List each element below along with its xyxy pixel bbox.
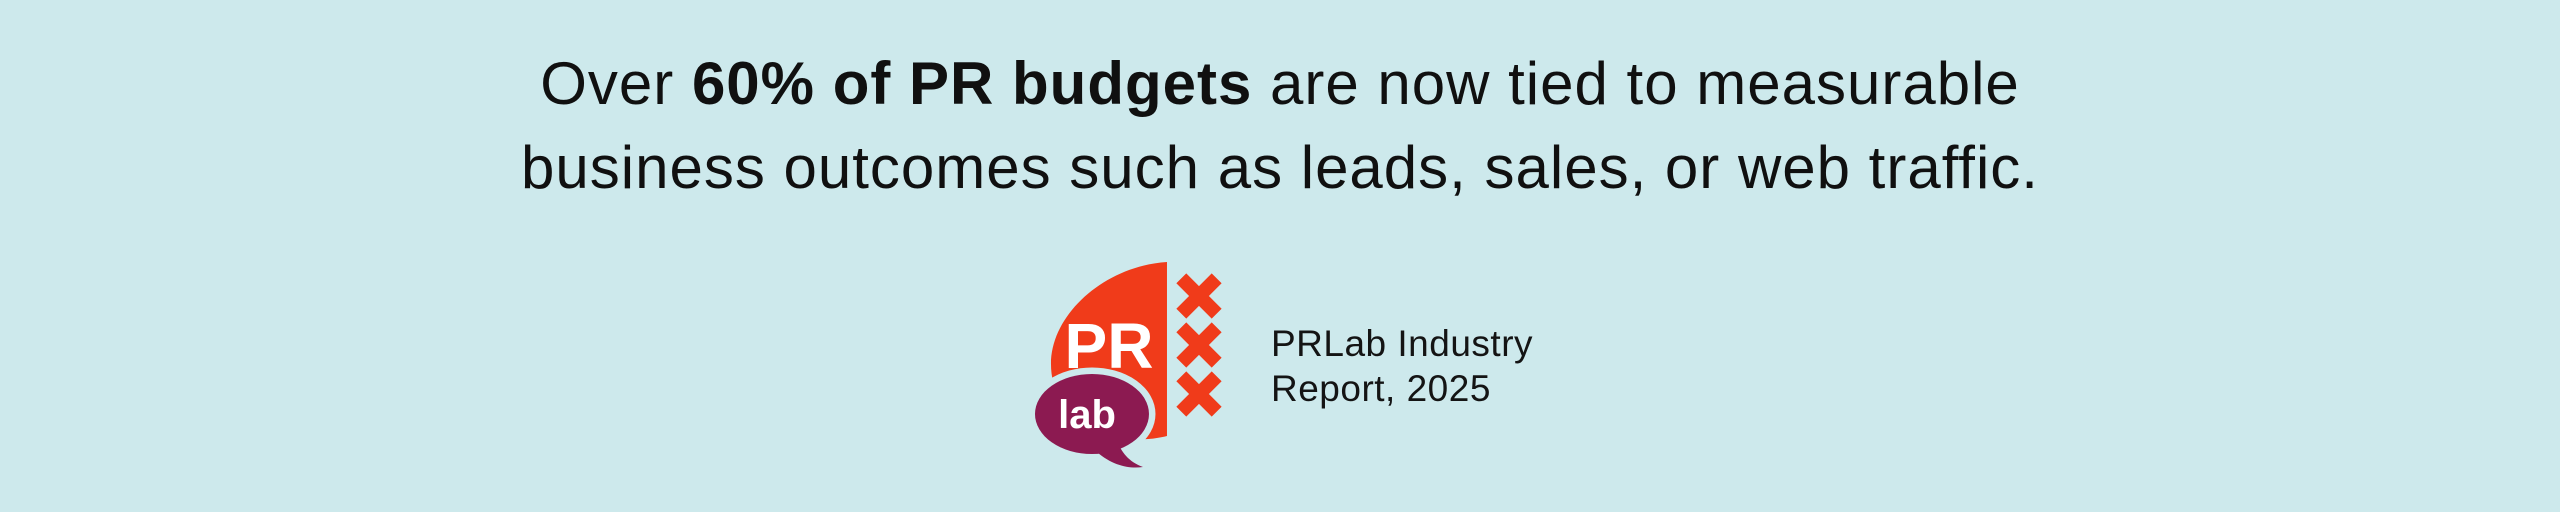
amsterdam-xxx-icon — [1163, 260, 1229, 430]
logo-lab-text: lab — [1058, 393, 1116, 437]
source-line-2: Report, 2025 — [1270, 367, 1491, 409]
lab-bubble: lab — [1028, 367, 1156, 475]
source-line-1: PRLab Industry — [1270, 322, 1534, 364]
headline-stat: 60% of PR budgets — [691, 50, 1253, 117]
headline: Over 60% of PR budgets are now tied to m… — [0, 42, 2560, 210]
logo-attribution: PR lab PRLab Industry Report, 2025 — [1027, 254, 1533, 477]
report-source: PRLab Industry Report, 2025 — [1271, 321, 1533, 411]
lab-bubble-tail — [1096, 440, 1143, 468]
headline-prefix: Over — [540, 50, 692, 117]
headline-line-2: business outcomes such as leads, sales, … — [521, 134, 2039, 201]
prlab-logo: PR lab — [1028, 260, 1229, 475]
x-mark-icon — [1163, 260, 1229, 332]
x-mark-icon — [1163, 309, 1229, 381]
lab-bubble-shape — [1034, 374, 1149, 454]
headline-line-1: Over 60% of PR budgets are now tied to m… — [0, 42, 2560, 126]
headline-suffix: are now tied to measurable — [1252, 50, 2020, 117]
x-mark-icon — [1163, 358, 1229, 430]
